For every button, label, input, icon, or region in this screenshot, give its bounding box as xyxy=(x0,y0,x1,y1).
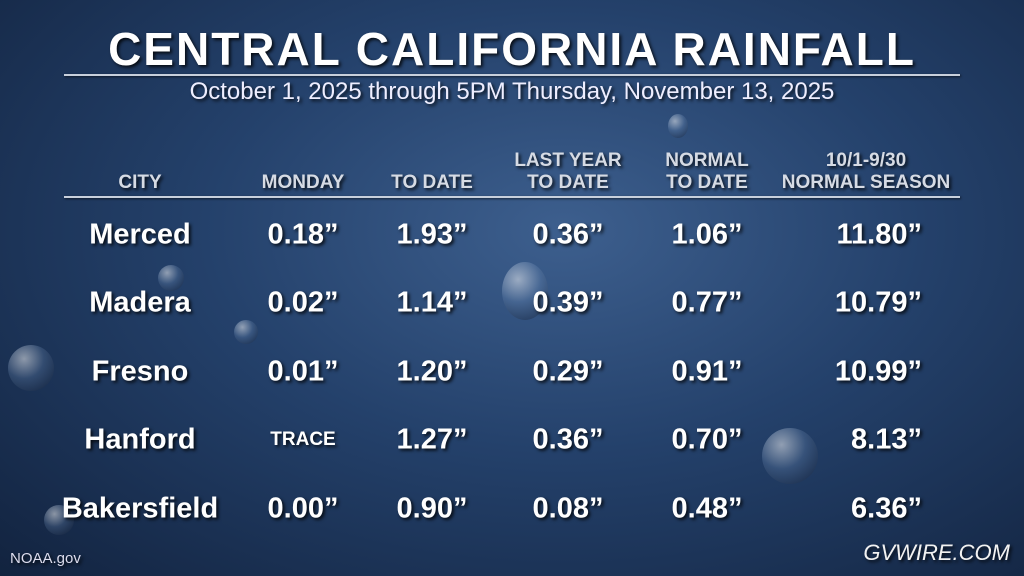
value: 0.48” xyxy=(671,492,743,525)
subtitle: October 1, 2025 through 5PM Thursday, No… xyxy=(189,78,835,105)
droplet xyxy=(502,262,548,320)
value: 11.80” xyxy=(836,218,922,251)
column-header: 10/1-9/30 NORMAL SEASON xyxy=(782,150,951,194)
value: 8.13” xyxy=(851,423,922,456)
city: Fresno xyxy=(91,355,189,388)
city: Madera xyxy=(89,286,191,319)
header-line: TO DATE xyxy=(391,172,473,193)
column-header: LAST YEAR TO DATE xyxy=(514,150,621,194)
value: 1.14” xyxy=(396,286,468,319)
header-line: CITY xyxy=(118,172,162,193)
value: 1.20” xyxy=(396,355,468,388)
column-header: TO DATE xyxy=(391,172,473,194)
value: 0.00” xyxy=(267,492,339,525)
value: 0.18” xyxy=(267,218,339,251)
header-line: 10/1-9/30 xyxy=(825,150,907,171)
value: 1.93” xyxy=(396,218,468,251)
logo: GVWIRE.COM xyxy=(863,540,1010,565)
title-rule xyxy=(64,74,960,76)
source: NOAA.gov xyxy=(10,550,81,567)
header-line: LAST YEAR xyxy=(514,150,622,171)
value: 0.01” xyxy=(267,355,339,388)
droplet xyxy=(762,428,818,484)
value: 1.27” xyxy=(396,423,468,456)
city: Hanford xyxy=(84,423,196,456)
value: 0.91” xyxy=(671,355,743,388)
value: 0.90” xyxy=(396,492,468,525)
header-line: NORMAL xyxy=(665,150,749,171)
value: 0.77” xyxy=(671,286,743,319)
header-line: TO DATE xyxy=(666,172,748,193)
droplet xyxy=(234,320,258,344)
column-header: NORMAL TO DATE xyxy=(665,150,748,194)
header-line: MONDAY xyxy=(261,172,345,193)
value: 0.70” xyxy=(671,423,743,456)
droplet xyxy=(158,265,184,291)
column-header: MONDAY xyxy=(262,172,345,194)
title: CENTRAL CALIFORNIA RAINFALL xyxy=(108,23,916,75)
value: 0.36” xyxy=(532,423,604,456)
value: 0.36” xyxy=(532,218,604,251)
droplet xyxy=(8,345,54,391)
value: 0.02” xyxy=(267,286,339,319)
value: TRACE xyxy=(270,429,336,450)
value: 0.08” xyxy=(532,492,604,525)
column-header: CITY xyxy=(118,172,161,194)
header-line: NORMAL SEASON xyxy=(781,172,951,193)
value: 0.39” xyxy=(532,286,604,319)
droplet xyxy=(668,114,688,138)
header-line: TO DATE xyxy=(527,172,609,193)
value: 1.06” xyxy=(671,218,743,251)
value: 0.29” xyxy=(532,355,604,388)
value: 10.79” xyxy=(834,286,922,319)
city: Bakersfield xyxy=(61,492,219,525)
value: 10.99” xyxy=(834,355,922,388)
droplet xyxy=(44,505,74,535)
header-rule xyxy=(64,196,960,198)
city: Merced xyxy=(89,218,191,251)
value: 6.36” xyxy=(851,492,922,525)
